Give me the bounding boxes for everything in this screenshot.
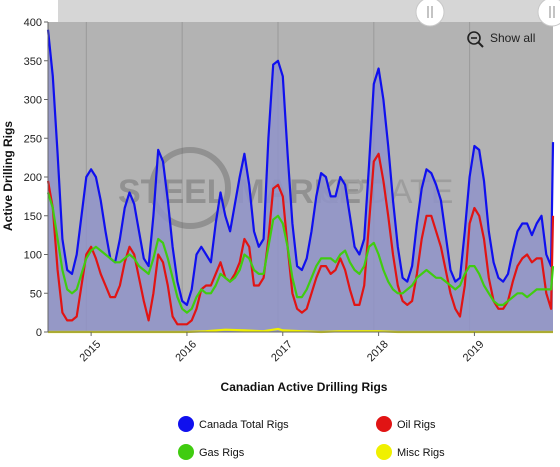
x-axis-title: Canadian Active Drilling Rigs — [221, 380, 388, 394]
legend-swatch — [178, 444, 194, 460]
zoom-out-icon — [467, 31, 484, 48]
legend-label: Gas Rigs — [199, 447, 245, 459]
show-all-label: Show all — [490, 31, 535, 45]
y-tick-label: 100 — [24, 250, 42, 262]
y-tick-label: 200 — [24, 172, 42, 184]
legend-item-gas-rigs[interactable]: Gas Rigs — [178, 444, 245, 460]
watermark-circle — [149, 147, 231, 229]
x-axis-ticks: 2015 2016 2017 2018 2019 — [78, 332, 487, 364]
legend-swatch — [376, 444, 392, 460]
series-line-canada-total-rigs[interactable] — [46, 29, 555, 306]
show-all-button[interactable]: Show all — [464, 28, 544, 50]
series-area-canada-total-rigs — [48, 29, 553, 333]
y-tick-label: 0 — [36, 327, 42, 339]
x-tick-label: 2015 — [78, 338, 104, 364]
y-axis-ticks: 0 50 100 150 200 250 300 350 400 — [24, 17, 48, 339]
y-axis-title: Active Drilling Rigs — [1, 121, 15, 231]
series-line-gas-rigs[interactable] — [46, 192, 555, 314]
right-range-handle[interactable] — [537, 0, 560, 27]
legend-label: Oil Rigs — [397, 419, 436, 431]
y-tick-label: 250 — [24, 133, 42, 145]
x-tick-label: 2018 — [365, 338, 391, 364]
legend-item-oil-rigs[interactable]: Oil Rigs — [376, 416, 436, 432]
legend-swatch — [376, 416, 392, 432]
x-tick-label: 2019 — [461, 338, 487, 364]
legend-label: Canada Total Rigs — [199, 419, 289, 431]
chart-legend: Canada Total Rigs Oil Rigs Gas Rigs Misc Ri… — [178, 416, 445, 460]
series-line-oil-rigs[interactable] — [46, 152, 555, 326]
range-navigator-track[interactable] — [58, 0, 554, 22]
left-range-handle[interactable] — [415, 0, 445, 27]
y-tick-label: 400 — [24, 17, 42, 29]
x-tick-label: 2017 — [269, 338, 295, 364]
y-tick-label: 300 — [24, 95, 42, 107]
x-tick-label: 2016 — [173, 338, 199, 364]
legend-swatch — [178, 416, 194, 432]
legend-label: Misc Rigs — [397, 447, 445, 459]
legend-item-misc-rigs[interactable]: Misc Rigs — [376, 444, 445, 460]
legend-item-canada-total-rigs[interactable]: Canada Total Rigs — [178, 416, 289, 432]
y-tick-label: 350 — [24, 56, 42, 68]
y-tick-label: 50 — [30, 288, 42, 300]
range-navigator[interactable] — [58, 0, 560, 27]
y-tick-label: 150 — [24, 211, 42, 223]
